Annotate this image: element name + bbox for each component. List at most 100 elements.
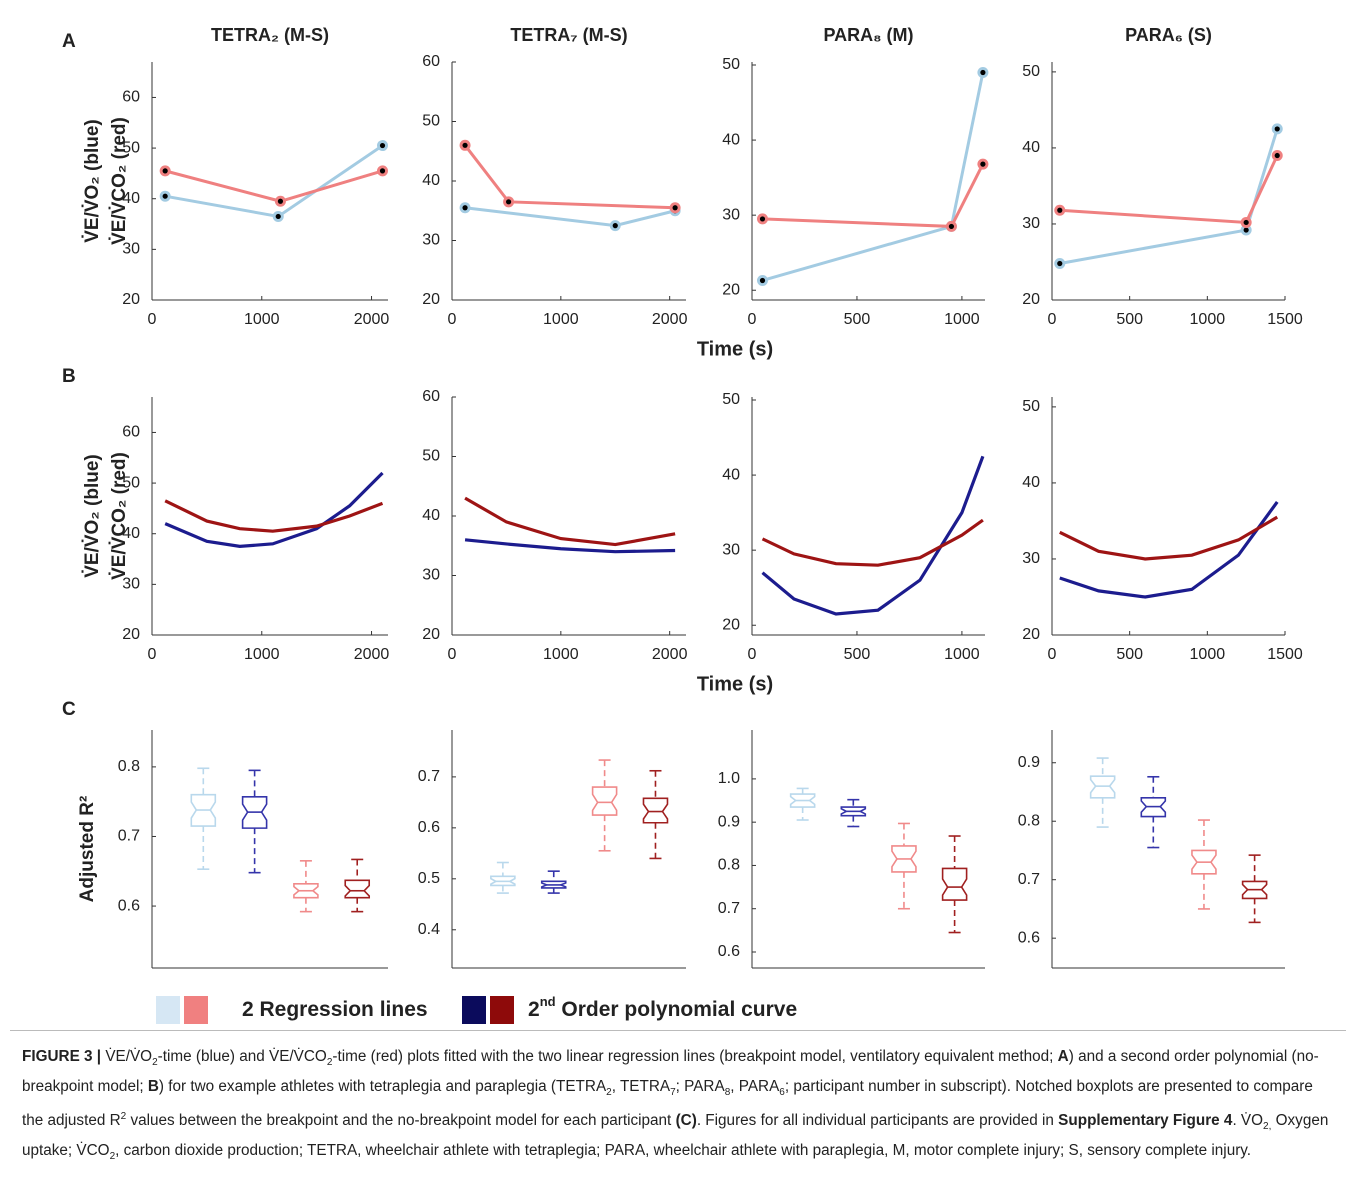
box	[941, 867, 968, 901]
box	[1241, 880, 1268, 900]
box	[840, 806, 867, 817]
x-tick-label: 500	[1116, 311, 1143, 328]
y-tick-label: 40	[722, 131, 740, 148]
y-tick-label: 40	[422, 172, 440, 189]
breakpoint-center	[759, 216, 766, 222]
breakpoint-center	[948, 223, 955, 230]
caption-text: 2,	[1263, 1121, 1272, 1133]
legend-swatch	[184, 996, 208, 1024]
x-tick-label: 0	[448, 646, 457, 663]
y-tick-label: 50	[722, 56, 740, 73]
y-axis-label: V̇E/V̇O₂ (blue)	[81, 454, 103, 578]
caption-text: 8	[724, 1087, 731, 1099]
y-tick-label: 20	[122, 626, 140, 643]
x-tick-label: 1000	[944, 646, 980, 663]
legend-label: 2nd Order polynomial curve	[528, 994, 797, 1020]
breakpoint-center	[1243, 227, 1249, 233]
box	[1191, 849, 1217, 875]
y-tick-label: 40	[1022, 139, 1040, 156]
x-tick-label: 1000	[543, 311, 579, 328]
x-tick-label: 0	[448, 311, 457, 328]
x-tick-label: 0	[148, 311, 157, 328]
y-tick-label: 60	[422, 388, 440, 405]
y-tick-label: 60	[422, 53, 440, 70]
caption-text: B	[147, 1078, 159, 1096]
x-tick-label: 2000	[354, 646, 390, 663]
box	[241, 796, 268, 829]
y-tick-label: 30	[1022, 550, 1040, 567]
y-tick-label: 30	[122, 576, 140, 593]
x-tick-label: 2000	[652, 646, 688, 663]
caption-text: A	[1057, 1048, 1069, 1065]
y-tick-label: 0.9	[718, 813, 740, 830]
breakpoint-center	[162, 193, 168, 199]
caption: FIGURE 3 | V̇E/V̇O2-time (blue) and V̇E/…	[10, 1030, 1346, 1186]
caption-text: , TETRA	[611, 1078, 671, 1096]
caption-text: 2	[326, 1057, 333, 1069]
y-tick-label: 0.7	[718, 900, 740, 917]
figure: A Time (s) B Time (s) C TETRA₂ (M-S) V̇E/V̇O₂ …	[62, 25, 1303, 1024]
caption-text: , carbon dioxide production; TETRA, whee…	[115, 1142, 1252, 1160]
legend-text: 2 Regression lines	[242, 998, 428, 1021]
chart-title: TETRA₂ (M-S)	[211, 25, 329, 45]
breakpoint-center	[980, 161, 986, 167]
y-tick-label: 0.5	[418, 870, 440, 887]
y-tick-label: 50	[1022, 63, 1040, 80]
series-line	[761, 455, 985, 616]
x-tick-label: 1000	[1190, 646, 1226, 663]
caption-text: 2	[120, 1111, 127, 1123]
x-tick-label: 1000	[244, 646, 280, 663]
y-tick-label: 30	[422, 567, 440, 584]
y-tick-label: 30	[722, 541, 740, 558]
y-axis-label: V̇E/V̇CO₂ (red)	[108, 452, 130, 580]
x-tick-label: 0	[748, 646, 757, 663]
legend-text: 2	[528, 998, 540, 1021]
y-tick-label: 0.8	[718, 857, 740, 874]
caption-text: 2	[606, 1087, 612, 1099]
caption-text: (C)	[675, 1112, 697, 1130]
box	[1140, 797, 1167, 818]
caption-text: . Figures for all individual participant…	[696, 1112, 1059, 1130]
legend-swatch	[490, 996, 514, 1024]
box	[190, 793, 217, 827]
series-line	[762, 163, 985, 228]
legend-label: 2 Regression lines	[242, 998, 428, 1021]
box	[591, 786, 618, 816]
y-tick-label: 0.4	[418, 921, 440, 938]
x-tick-label: 1500	[1267, 311, 1303, 328]
y-tick-label: 30	[1022, 215, 1040, 232]
y-tick-label: 40	[122, 525, 140, 542]
x-tick-label: 500	[1116, 646, 1143, 663]
y-tick-label: 20	[1022, 291, 1040, 308]
legend-text: Order polynomial curve	[556, 998, 798, 1021]
series-line	[762, 72, 985, 282]
x-tick-label: 2000	[652, 311, 688, 328]
breakpoint-center	[1274, 126, 1280, 132]
y-tick-label: 1.0	[718, 770, 740, 787]
breakpoint-center	[379, 168, 386, 174]
x-tick-label: 1000	[944, 311, 980, 328]
x-tick-label: 2000	[354, 311, 390, 328]
series-line	[1059, 500, 1279, 599]
y-tick-label: 0.7	[1018, 871, 1040, 888]
series-line	[464, 206, 676, 228]
y-tick-label: 0.8	[118, 758, 140, 775]
y-tick-label: 40	[122, 190, 140, 207]
breakpoint-center	[462, 142, 468, 148]
y-tick-label: 0.6	[718, 943, 740, 960]
breakpoint-center	[462, 205, 468, 211]
breakpoint-center	[1057, 207, 1063, 213]
y-tick-label: 50	[722, 391, 740, 408]
y-tick-label: 0.6	[1018, 929, 1040, 946]
y-tick-label: 20	[722, 616, 740, 633]
y-axis-label: Adjusted R²	[77, 796, 98, 903]
caption-text: values between the breakpoint and the no…	[126, 1112, 676, 1130]
y-tick-label: 40	[422, 507, 440, 524]
y-tick-label: 30	[722, 206, 740, 223]
y-axis-label: V̇E/V̇CO₂ (red)	[108, 117, 130, 245]
y-tick-label: 20	[122, 291, 140, 308]
y-tick-label: 30	[122, 241, 140, 258]
breakpoint-center	[1274, 152, 1280, 159]
caption-text: ) and a second order polynomial (no-brea…	[22, 1048, 1319, 1096]
